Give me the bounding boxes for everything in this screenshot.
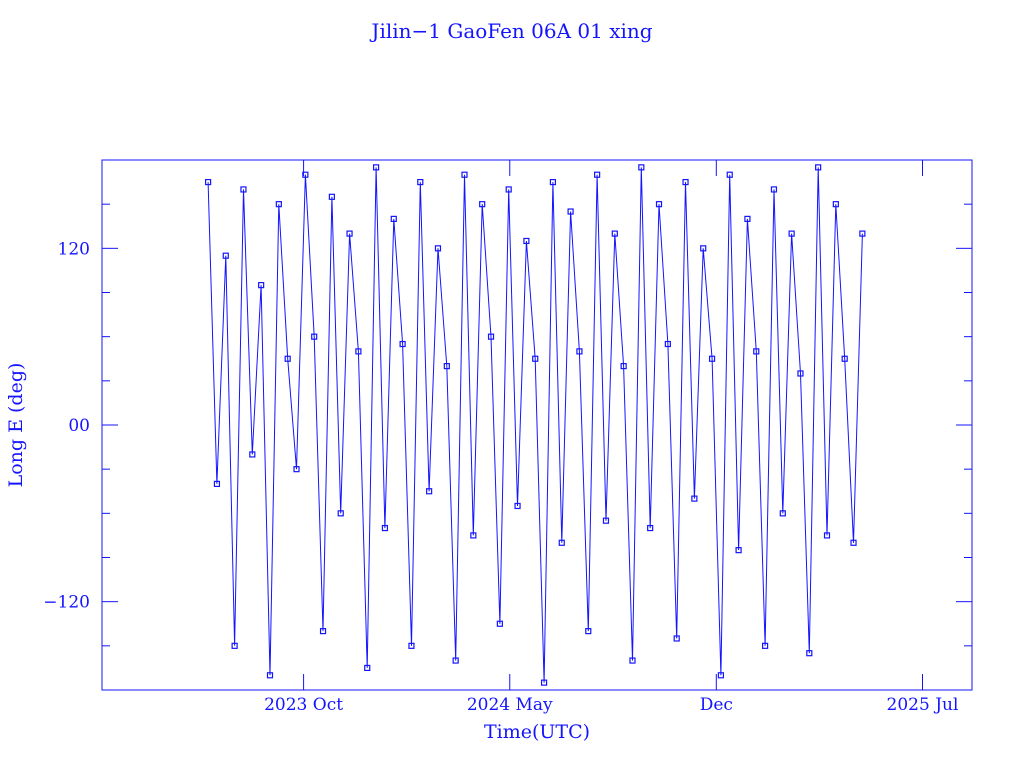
point-marker	[222, 252, 229, 259]
point-marker	[549, 178, 557, 186]
point-marker	[231, 642, 238, 649]
point-marker	[753, 348, 760, 355]
point-marker	[602, 517, 610, 524]
point-marker	[850, 539, 857, 546]
point-marker	[611, 230, 618, 237]
point-marker	[664, 340, 671, 348]
point-marker	[337, 510, 344, 517]
point-marker	[417, 178, 424, 186]
x-axis-label: Time(UTC)	[484, 721, 590, 743]
point-marker	[426, 488, 433, 495]
point-marker	[832, 201, 839, 208]
point-marker	[585, 628, 592, 635]
point-marker	[558, 539, 565, 546]
series-line	[207, 167, 863, 683]
point-marker	[567, 208, 574, 215]
point-marker	[735, 547, 742, 554]
x-tick-label: 2023 Oct	[264, 695, 343, 715]
point-marker	[708, 355, 716, 362]
y-axis-label: Long E (deg)	[5, 363, 27, 488]
point-marker	[355, 348, 362, 355]
point-marker	[311, 333, 318, 340]
point-marker	[859, 230, 866, 237]
point-marker	[258, 282, 265, 289]
point-marker	[399, 340, 406, 348]
x-tick-label: 2025 Jul	[887, 695, 959, 715]
point-marker	[647, 524, 654, 532]
point-marker	[346, 230, 353, 237]
point-marker	[461, 171, 468, 178]
point-marker	[682, 178, 689, 186]
point-marker	[673, 635, 680, 642]
point-marker	[638, 164, 645, 171]
point-marker	[797, 370, 804, 377]
point-marker	[700, 245, 707, 252]
point-marker	[788, 230, 795, 237]
point-marker	[523, 237, 530, 245]
point-marker	[372, 164, 380, 171]
point-marker	[629, 657, 636, 664]
point-marker	[540, 679, 548, 686]
point-marker	[408, 642, 415, 649]
point-marker	[815, 164, 822, 171]
point-marker	[691, 495, 698, 502]
point-marker	[364, 664, 371, 672]
point-marker	[470, 532, 477, 539]
point-marker	[319, 628, 327, 635]
point-marker	[328, 193, 335, 200]
point-marker	[452, 657, 459, 664]
point-marker	[514, 502, 521, 510]
point-marker	[744, 215, 751, 222]
point-marker	[576, 348, 583, 355]
point-marker	[479, 201, 486, 208]
x-tick-label: Dec	[700, 695, 733, 715]
point-marker	[302, 171, 309, 178]
y-tick-label: −120	[43, 593, 90, 613]
point-marker	[505, 186, 512, 193]
point-marker	[381, 524, 389, 532]
point-marker	[284, 355, 291, 362]
point-marker	[496, 620, 503, 627]
point-marker	[213, 480, 221, 487]
point-marker	[594, 171, 601, 178]
point-marker	[443, 363, 450, 370]
point-marker	[266, 672, 274, 679]
point-marker	[390, 215, 397, 222]
y-tick-label: 120	[58, 239, 90, 259]
point-marker	[806, 650, 813, 657]
point-marker	[762, 642, 769, 649]
point-marker	[655, 201, 663, 208]
point-marker	[717, 672, 725, 679]
point-marker	[249, 451, 256, 458]
point-marker	[240, 186, 247, 193]
point-marker	[770, 186, 778, 193]
point-marker	[487, 333, 495, 340]
point-marker	[823, 532, 831, 539]
point-marker	[204, 178, 212, 186]
x-tick-label: 2024 May	[467, 695, 553, 715]
point-marker	[275, 201, 282, 208]
point-marker	[779, 510, 786, 517]
point-marker	[434, 245, 442, 252]
chart-title: Jilin−1 GaoFen 06A 01 xing	[369, 19, 652, 43]
point-marker	[726, 171, 733, 178]
point-marker	[293, 466, 300, 473]
point-marker	[841, 355, 848, 362]
point-marker	[532, 355, 539, 362]
y-tick-label: 00	[68, 416, 90, 436]
point-marker	[620, 363, 627, 370]
